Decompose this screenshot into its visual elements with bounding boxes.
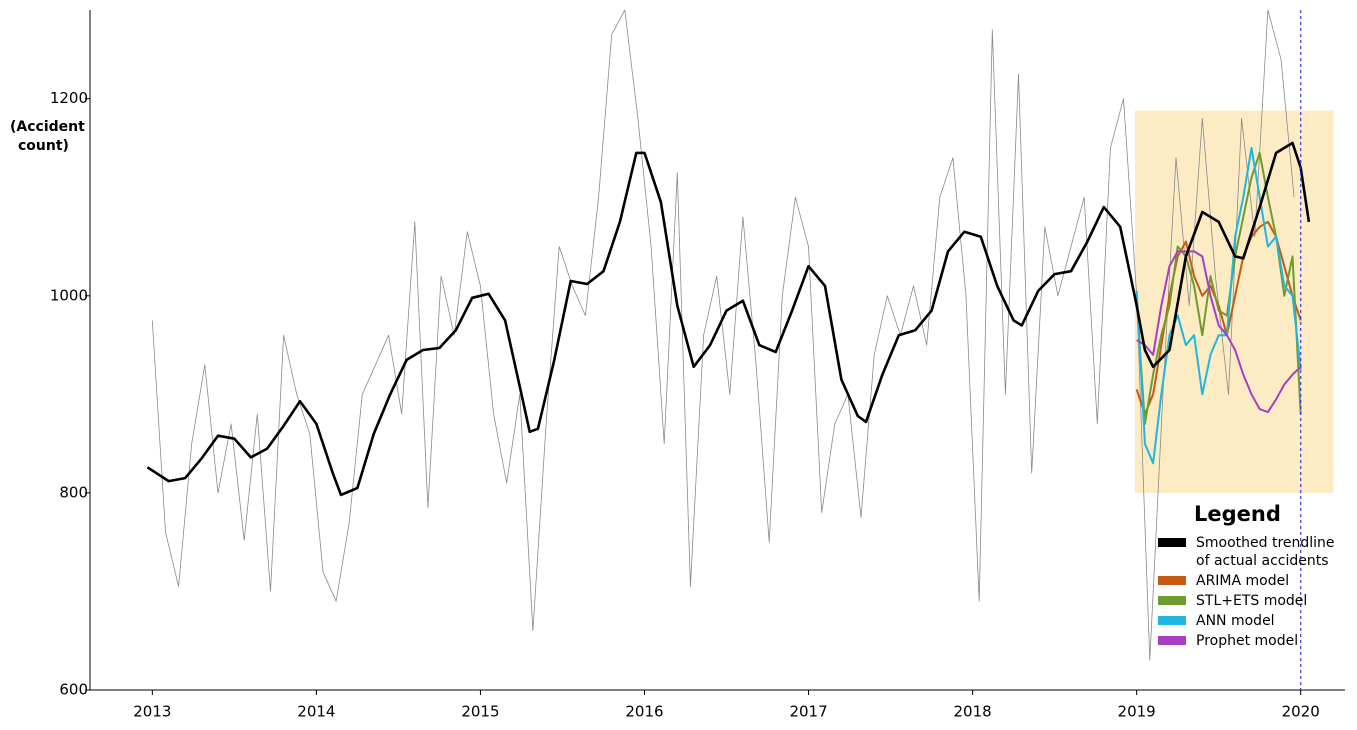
- x-tick-label: 2018: [954, 703, 992, 721]
- legend-label: Prophet model: [1196, 633, 1299, 649]
- legend-entry: ANN model: [1158, 612, 1348, 630]
- legend-entry: Prophet model: [1158, 632, 1348, 650]
- x-tick-label: 2014: [297, 703, 335, 721]
- legend-entry: STL+ETS model: [1158, 592, 1348, 610]
- legend-label: STL+ETS model: [1196, 593, 1308, 609]
- legend-label: Smoothed trendline of actual accidents: [1196, 535, 1335, 569]
- legend-swatch: [1158, 576, 1186, 585]
- series-line: [1135, 147, 1302, 465]
- legend-title: Legend: [1194, 502, 1281, 526]
- legend-swatch: [1158, 616, 1186, 625]
- legend-entry: ARIMA model: [1158, 572, 1348, 590]
- x-tick-label: 2019: [1118, 703, 1156, 721]
- x-tick-label: 2015: [461, 703, 499, 721]
- y-axis-label: (Accident: [10, 119, 85, 135]
- x-tick-label: 2020: [1282, 703, 1320, 721]
- x-tick-label: 2016: [625, 703, 663, 721]
- series-line: [1136, 250, 1302, 414]
- series-line: [1135, 151, 1302, 425]
- legend-swatch: [1158, 538, 1186, 547]
- y-tick-label: 1000: [50, 286, 88, 304]
- y-tick-label: 800: [59, 483, 88, 501]
- legend-label: ARIMA model: [1196, 573, 1290, 589]
- x-tick-label: 2017: [789, 703, 827, 721]
- legend-entry: Smoothed trendline of actual accidents: [1158, 534, 1348, 570]
- series-line: [151, 9, 1295, 661]
- legend-label: ANN model: [1196, 613, 1275, 629]
- series-line: [146, 141, 1311, 497]
- x-tick-label: 2013: [133, 703, 171, 721]
- y-axis-label: count): [18, 138, 69, 154]
- legend-swatch: [1158, 636, 1186, 645]
- y-tick-label: 600: [59, 681, 88, 699]
- y-tick-label: 1200: [50, 89, 88, 107]
- legend: Legend Smoothed trendline of actual acci…: [1158, 502, 1348, 652]
- legend-swatch: [1158, 596, 1186, 605]
